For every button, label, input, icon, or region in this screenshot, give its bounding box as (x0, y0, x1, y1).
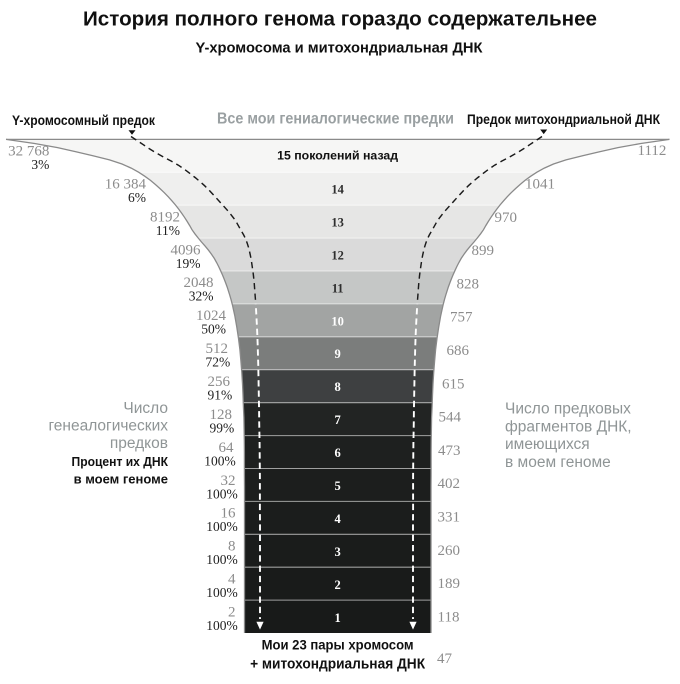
svg-text:256: 256 (208, 374, 231, 390)
svg-text:47: 47 (437, 651, 453, 667)
svg-text:Число предковых: Число предковых (505, 401, 631, 418)
svg-text:32 768: 32 768 (8, 144, 49, 160)
svg-text:8: 8 (228, 539, 236, 555)
svg-text:11: 11 (332, 281, 344, 295)
svg-text:Предок митохондриальной ДНК: Предок митохондриальной ДНК (467, 112, 661, 127)
svg-text:7: 7 (334, 413, 340, 427)
svg-text:генеалогических: генеалогических (48, 418, 168, 435)
svg-text:15 поколений назад: 15 поколений назад (277, 149, 398, 163)
svg-text:1: 1 (334, 611, 340, 625)
svg-text:предков: предков (110, 435, 168, 452)
svg-text:16 384: 16 384 (105, 176, 147, 192)
svg-text:4096: 4096 (171, 242, 202, 258)
svg-text:в моем геноме: в моем геноме (74, 472, 168, 487)
svg-text:402: 402 (438, 476, 461, 492)
svg-text:118: 118 (438, 609, 460, 625)
svg-text:99%: 99% (210, 420, 235, 435)
svg-text:История полного генома гораздо: История полного генома гораздо содержате… (83, 9, 597, 31)
svg-text:11%: 11% (156, 223, 180, 238)
svg-text:100%: 100% (206, 552, 238, 567)
svg-text:828: 828 (457, 276, 480, 292)
svg-text:Все мои гениалогические предки: Все мои гениалогические предки (217, 111, 454, 128)
svg-text:512: 512 (206, 341, 229, 357)
svg-text:331: 331 (438, 510, 461, 526)
svg-text:16: 16 (221, 506, 237, 522)
svg-text:9: 9 (334, 347, 340, 361)
svg-text:19%: 19% (176, 256, 201, 271)
svg-text:1024: 1024 (196, 308, 227, 324)
svg-text:8: 8 (334, 380, 340, 394)
svg-text:Y-хромосомный предок: Y-хромосомный предок (12, 113, 155, 128)
svg-text:100%: 100% (204, 453, 236, 468)
svg-text:6%: 6% (128, 190, 146, 205)
svg-text:2: 2 (334, 578, 340, 592)
svg-text:3: 3 (334, 545, 340, 559)
svg-text:Y-хромосома и митохондриальная: Y-хромосома и митохондриальная ДНК (196, 40, 484, 57)
svg-text:50%: 50% (201, 322, 226, 337)
svg-text:Число: Число (123, 400, 168, 417)
svg-text:+ митохондриальная ДНК: + митохондриальная ДНК (250, 657, 425, 673)
svg-text:2048: 2048 (184, 275, 214, 291)
svg-text:12: 12 (331, 248, 344, 262)
svg-text:3%: 3% (31, 157, 49, 172)
svg-text:615: 615 (442, 376, 465, 392)
svg-text:32%: 32% (189, 289, 214, 304)
svg-text:14: 14 (331, 182, 344, 196)
svg-text:4: 4 (228, 572, 236, 588)
svg-text:в моем геноме: в моем геноме (505, 454, 611, 471)
svg-text:64: 64 (219, 440, 235, 456)
svg-text:128: 128 (210, 407, 233, 423)
svg-text:100%: 100% (206, 585, 238, 600)
svg-text:189: 189 (438, 576, 461, 592)
svg-text:91%: 91% (208, 388, 233, 403)
svg-text:899: 899 (472, 243, 495, 259)
svg-text:Процент их ДНК: Процент их ДНК (72, 454, 169, 469)
svg-text:260: 260 (438, 543, 461, 559)
svg-text:473: 473 (438, 443, 461, 459)
svg-text:имеющихся: имеющихся (505, 436, 590, 453)
svg-text:1112: 1112 (638, 143, 667, 159)
svg-text:1041: 1041 (525, 177, 555, 193)
svg-text:5: 5 (334, 479, 340, 493)
svg-text:100%: 100% (206, 519, 238, 534)
svg-text:100%: 100% (206, 618, 238, 633)
svg-text:72%: 72% (206, 355, 231, 370)
svg-text:8192: 8192 (150, 209, 180, 225)
svg-text:2: 2 (228, 605, 236, 621)
svg-text:фрагментов ДНК,: фрагментов ДНК, (505, 419, 632, 436)
svg-text:10: 10 (331, 314, 344, 328)
svg-text:686: 686 (447, 343, 470, 359)
svg-text:32: 32 (221, 473, 236, 489)
svg-text:Мои 23 пары хромосом: Мои 23 пары хромосом (262, 638, 414, 654)
svg-text:6: 6 (334, 446, 340, 460)
svg-text:544: 544 (439, 410, 462, 426)
svg-text:757: 757 (450, 310, 473, 326)
svg-text:100%: 100% (206, 486, 238, 501)
svg-text:13: 13 (331, 215, 344, 229)
svg-text:970: 970 (495, 210, 518, 226)
svg-text:4: 4 (334, 512, 341, 526)
